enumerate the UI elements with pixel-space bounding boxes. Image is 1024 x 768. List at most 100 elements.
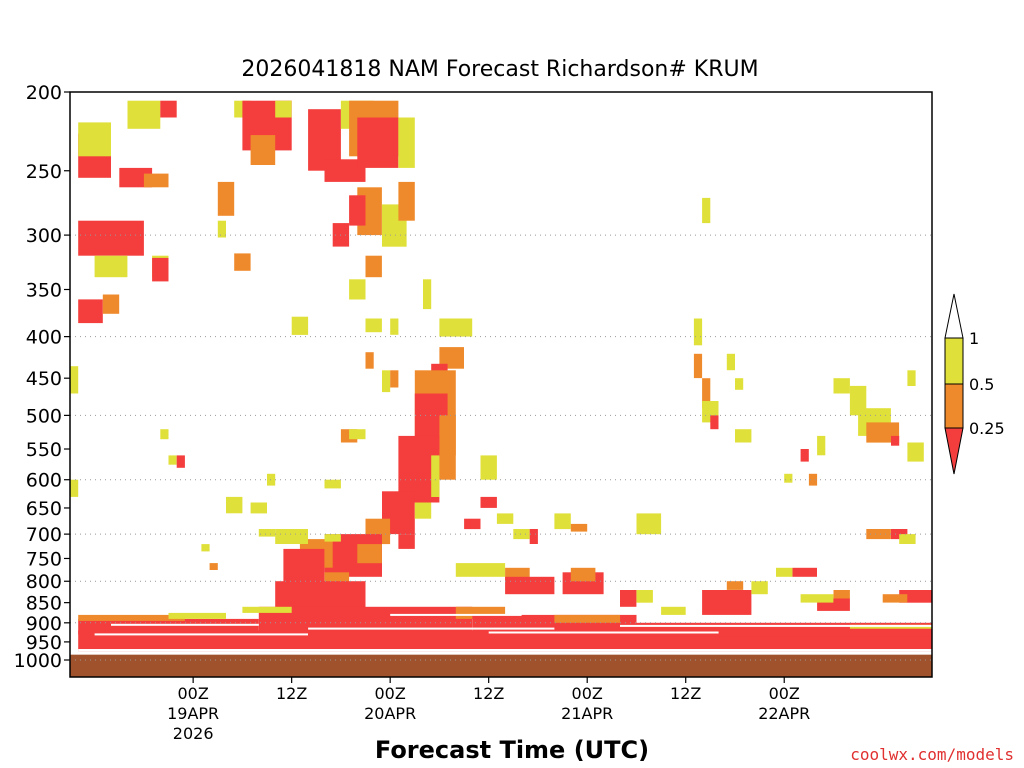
ri-cell-high — [324, 479, 341, 489]
x-tick-year: 2026 — [173, 724, 214, 743]
ri-cell-high — [94, 255, 128, 278]
y-tick-label: 500 — [26, 405, 62, 427]
x-tick-label: 00Z — [769, 684, 800, 703]
y-tick-label: 900 — [26, 613, 62, 635]
ri-cell-high — [693, 318, 703, 346]
ri-cell-mid — [693, 353, 703, 379]
ri-cell-mid — [217, 181, 235, 216]
heatmap-cells — [70, 100, 932, 677]
x-tick-label: 00Z — [375, 684, 406, 703]
ri-cell-high — [735, 378, 744, 390]
ri-cell-low — [480, 496, 497, 508]
ri-cell-low — [398, 534, 415, 549]
ri-cell-high — [349, 429, 366, 440]
ri-cell-high — [382, 370, 391, 393]
ri-cell-low — [529, 529, 538, 544]
y-tick-label: 250 — [26, 161, 62, 183]
ri-cell-mid — [702, 378, 711, 409]
ri-cell-high — [70, 366, 79, 394]
ri-cell-high — [201, 544, 210, 552]
y-tick-label: 800 — [26, 571, 62, 593]
ri-cell-low — [152, 257, 169, 282]
ri-cell-high — [849, 385, 867, 416]
ri-cell-high — [907, 370, 916, 386]
ri-cell-mid — [143, 173, 169, 188]
x-tick-label: 12Z — [473, 684, 504, 703]
ri-cell-high — [324, 534, 341, 542]
ri-cell-high — [513, 529, 530, 540]
x-tick-date: 19APR — [167, 704, 219, 723]
ri-cell-high — [636, 513, 662, 535]
ri-cell-high — [496, 513, 514, 524]
ri-cell-high — [751, 581, 768, 595]
y-tick-label: 600 — [26, 470, 62, 492]
chart-title: 2026041818 NAM Forecast Richardson# KRUM — [241, 57, 758, 82]
ri-cell-high — [78, 122, 111, 157]
ri-gap-streak — [94, 633, 308, 636]
ri-cell-low — [357, 117, 399, 168]
ri-cell-high — [423, 279, 432, 310]
ri-cell-high — [390, 318, 399, 335]
x-tick-label: 12Z — [276, 684, 307, 703]
ri-cell-mid — [866, 529, 891, 540]
ri-gap-streak — [636, 617, 883, 620]
credit-text: coolwx.com/models — [850, 745, 1014, 764]
ri-cell-high — [414, 502, 432, 519]
ri-cell-high — [439, 318, 473, 337]
ri-cell-high — [776, 567, 793, 577]
y-tick-label: 350 — [26, 279, 62, 301]
ri-gap-streak — [620, 624, 932, 627]
y-tick-label: 650 — [26, 498, 62, 520]
legend-swatch-0.25-0.5 — [944, 383, 964, 429]
ri-cell-low — [258, 606, 473, 635]
ri-cell-high — [554, 513, 571, 530]
ri-cell-high — [267, 473, 276, 486]
ri-cell-high — [168, 455, 177, 465]
ri-cell-high — [661, 606, 686, 615]
x-tick-date: 22APR — [758, 704, 810, 723]
ri-cell-high — [817, 435, 826, 456]
ri-gap-streak — [488, 631, 719, 634]
ri-cell-low — [891, 435, 900, 446]
ri-cell-high — [275, 529, 308, 544]
ri-cell-mid — [390, 370, 399, 388]
ri-cell-mid — [570, 567, 596, 582]
ri-cell-mid — [833, 590, 850, 599]
ri-cell-high — [349, 279, 366, 300]
ri-cell-low — [78, 618, 259, 635]
ri-cell-high — [291, 316, 309, 335]
x-axis-label: Forecast Time (UTC) — [375, 736, 649, 764]
ri-cell-low — [464, 518, 481, 530]
y-tick-label: 950 — [26, 632, 62, 654]
legend-label: 0.5 — [969, 375, 994, 394]
y-axis: 200 250 300 350 400 450 500 550 600 650 7007508008… — [14, 82, 70, 672]
y-tick-label: 450 — [26, 368, 62, 390]
ri-cell-high — [726, 353, 735, 371]
ri-cell-high — [127, 100, 161, 129]
ri-cell-mid — [102, 294, 120, 314]
ri-gap-streak — [390, 613, 522, 616]
ri-cell-high — [258, 529, 276, 537]
legend-swatch-0.5-1 — [944, 337, 964, 385]
ri-cell-low — [891, 529, 908, 540]
ri-cell-high — [431, 455, 440, 497]
ri-cell-mid — [554, 614, 621, 623]
ri-cell-high — [833, 378, 850, 394]
ri-cell-mid — [78, 614, 185, 621]
ri-cell-low — [702, 590, 752, 615]
ri-cell-high — [226, 496, 243, 514]
plot-area — [70, 100, 932, 677]
x-tick-label: 00Z — [177, 684, 208, 703]
ri-cell-high — [217, 220, 226, 238]
ri-cell-high — [899, 534, 916, 544]
ri-cell-low — [78, 220, 144, 256]
ri-cell-mid — [439, 415, 456, 480]
ri-gap-streak — [111, 623, 259, 626]
ri-cell-mid — [365, 255, 382, 278]
ri-cell-low — [505, 576, 555, 595]
y-tick-label: 850 — [26, 593, 62, 615]
ri-cell-low — [620, 590, 637, 607]
x-tick-date: 21APR — [561, 704, 613, 723]
